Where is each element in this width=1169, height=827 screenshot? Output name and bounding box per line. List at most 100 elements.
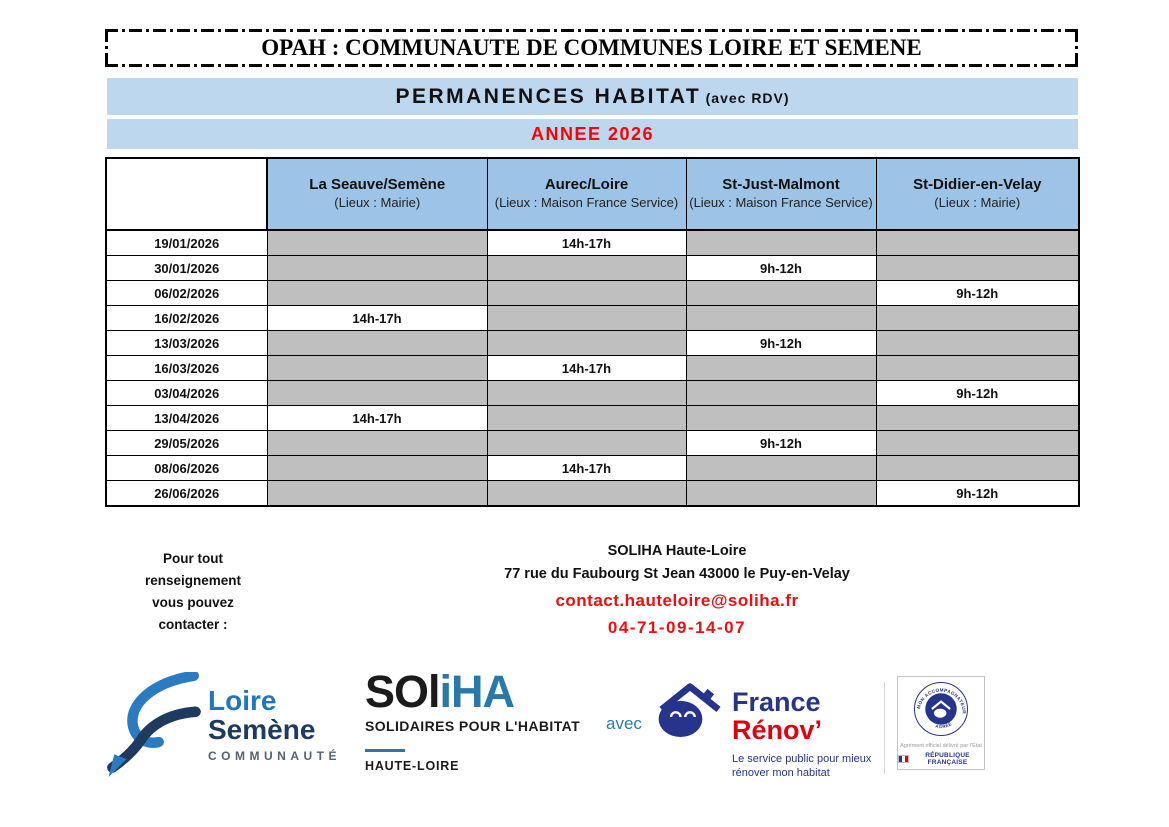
- france-renov-word-france: France: [732, 687, 821, 717]
- empty-cell: [685, 280, 877, 306]
- column-location: (Lieux : Mairie): [334, 195, 421, 211]
- time-slot-cell: 9h-12h: [875, 280, 1080, 306]
- corner-cell: [105, 157, 268, 231]
- empty-cell: [266, 255, 488, 281]
- empty-cell: [486, 280, 687, 306]
- column-location: (Lieux : Maison France Service): [494, 195, 679, 211]
- time-slot-cell: 14h-17h: [486, 355, 687, 381]
- time-slot-cell: 9h-12h: [685, 430, 877, 456]
- loire-semene-word-loire: Loire: [208, 684, 277, 716]
- column-header-st-didier: St-Didier-en-Velay (Lieux : Mairie): [875, 157, 1080, 231]
- date-cell: 13/04/2026: [105, 405, 268, 431]
- time-slot-cell: 14h-17h: [486, 229, 687, 256]
- empty-cell: [486, 330, 687, 356]
- soliha-region: HAUTE-LOIRE: [365, 758, 460, 773]
- contact-label-line: contacter :: [158, 617, 228, 632]
- schedule-row: 03/04/2026 9h-12h: [105, 380, 1080, 406]
- empty-cell: [875, 229, 1080, 256]
- empty-cell: [875, 330, 1080, 356]
- empty-cell: [266, 430, 488, 456]
- french-flag-icon: [898, 754, 909, 763]
- soliha-logo: SOliHA SOLIDAIRES POUR L'HABITAT HAUTE-L…: [365, 669, 581, 773]
- empty-cell: [266, 380, 488, 406]
- badge-republique-text: RÉPUBLIQUE FRANÇAISE: [925, 751, 970, 766]
- column-header-aurec: Aurec/Loire (Lieux : Maison France Servi…: [486, 157, 687, 231]
- banner-year: ANNEE 2026: [107, 119, 1078, 149]
- empty-cell: [685, 480, 877, 507]
- empty-cell: [266, 455, 488, 481]
- empty-cell: [685, 405, 877, 431]
- banner-year-text: ANNEE 2026: [530, 124, 655, 144]
- banner-permanences: PERMANENCES HABITAT (avec RDV): [107, 78, 1078, 115]
- contact-label-line: vous pouvez: [152, 595, 234, 610]
- contact-phone: 04-71-09-14-07: [607, 618, 747, 637]
- banner-permanences-suffix: (avec RDV): [705, 90, 790, 106]
- column-city-name: La Seauve/Semène: [309, 176, 446, 194]
- avec-label: avec: [606, 714, 642, 733]
- contact-label-line: Pour tout: [163, 551, 223, 566]
- svg-text:AGRÉÉ: AGRÉÉ: [935, 721, 953, 729]
- accompagnateur-renov-badge: MON ACCOMPAGNATEUR RÉNOV’ AGRÉÉ Agrément…: [897, 674, 985, 770]
- contact-organization: SOLIHA Haute-Loire: [607, 543, 747, 559]
- empty-cell: [685, 305, 877, 331]
- date-cell: 16/03/2026: [105, 355, 268, 381]
- empty-cell: [266, 280, 488, 306]
- logo-divider: [884, 682, 885, 774]
- contact-info: SOLIHA Haute-Loire 77 rue du Faubourg St…: [397, 543, 957, 638]
- column-city-name: St-Just-Malmont: [722, 176, 840, 194]
- empty-cell: [685, 355, 877, 381]
- schedule-row: 16/02/2026 14h-17h: [105, 305, 1080, 331]
- empty-cell: [486, 380, 687, 406]
- column-city-name: St-Didier-en-Velay: [913, 176, 1042, 194]
- date-cell: 06/02/2026: [105, 280, 268, 306]
- empty-cell: [875, 405, 1080, 431]
- empty-cell: [486, 430, 687, 456]
- schedule-row: 26/06/2026 9h-12h: [105, 480, 1080, 507]
- contact-label-line: renseignement: [144, 573, 242, 588]
- empty-cell: [486, 255, 687, 281]
- empty-cell: [875, 305, 1080, 331]
- empty-cell: [875, 455, 1080, 481]
- time-slot-cell: 9h-12h: [875, 380, 1080, 406]
- document-title-box: OPAH : COMMUNAUTE DE COMMUNES LOIRE ET S…: [105, 29, 1078, 67]
- empty-cell: [486, 305, 687, 331]
- schedule-row: 19/01/2026 14h-17h: [105, 229, 1080, 256]
- date-cell: 30/01/2026: [105, 255, 268, 281]
- schedule-table: La Seauve/Semène (Lieux : Mairie) Aurec/…: [105, 157, 1080, 507]
- empty-cell: [266, 480, 488, 507]
- badge-arc-bottom-text: AGRÉÉ: [935, 721, 952, 729]
- schedule-row: 16/03/2026 14h-17h: [105, 355, 1080, 381]
- loire-semene-logo: Loire Semène COMMUNAUTÉ: [106, 672, 341, 778]
- date-cell: 26/06/2026: [105, 480, 268, 507]
- france-renov-logo: France Rénov’ Le service public pour mie…: [652, 677, 897, 780]
- contact-email: contact.hauteloire@soliha.fr: [555, 591, 799, 610]
- soliha-wordmark: SOliHA: [365, 669, 580, 714]
- empty-cell: [685, 455, 877, 481]
- schedule-row: 13/04/2026 14h-17h: [105, 405, 1080, 431]
- date-cell: 29/05/2026: [105, 430, 268, 456]
- soliha-wordmark-blue: iHA: [439, 666, 515, 717]
- column-header-la-seauve: La Seauve/Semène (Lieux : Mairie): [266, 157, 488, 231]
- empty-cell: [685, 229, 877, 256]
- badge-agrement-text: Agrément officiel délivré par l’État: [900, 743, 982, 749]
- document-title: OPAH : COMMUNAUTE DE COMMUNES LOIRE ET S…: [261, 35, 922, 60]
- date-cell: 16/02/2026: [105, 305, 268, 331]
- date-cell: 13/03/2026: [105, 330, 268, 356]
- empty-cell: [685, 380, 877, 406]
- empty-cell: [266, 330, 488, 356]
- schedule-body: 19/01/2026 14h-17h 30/01/2026 9h-12h 06/02/2…: [105, 229, 1080, 507]
- soliha-wordmark-black: SOl: [365, 666, 441, 717]
- time-slot-cell: 9h-12h: [685, 255, 877, 281]
- loire-semene-swoosh-icon: [107, 672, 201, 778]
- schedule-row: 13/03/2026 9h-12h: [105, 330, 1080, 356]
- accompagnateur-renov-seal-icon: MON ACCOMPAGNATEUR RÉNOV’ AGRÉÉ: [910, 674, 969, 737]
- schedule-row: 29/05/2026 9h-12h: [105, 430, 1080, 456]
- schedule-header-row: La Seauve/Semène (Lieux : Mairie) Aurec/…: [105, 157, 1080, 231]
- soliha-tagline: SOLIDAIRES POUR L'HABITAT: [365, 717, 581, 734]
- empty-cell: [875, 430, 1080, 456]
- schedule-row: 30/01/2026 9h-12h: [105, 255, 1080, 281]
- time-slot-cell: 9h-12h: [875, 480, 1080, 507]
- date-cell: 03/04/2026: [105, 380, 268, 406]
- badge-republique-row: RÉPUBLIQUE FRANÇAISE: [898, 752, 984, 766]
